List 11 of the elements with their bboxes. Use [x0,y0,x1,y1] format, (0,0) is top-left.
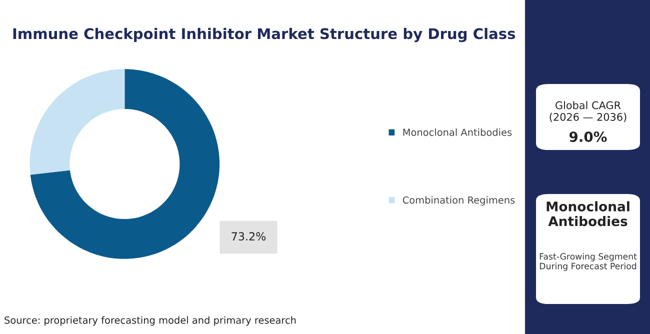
legend-label: Monoclonal Antibodies [403,128,512,136]
data-label: 73.2% [232,232,266,241]
text: Global CAGR (2026 — 2036) [550,101,626,122]
donut-slice [30,69,125,175]
donut-slice [30,69,220,259]
text: Monoclonal Antibodies [546,201,630,226]
chart-title: Immune Checkpoint Inhibitor Market Structure by Drug Class [13,28,516,42]
text: Fast-Growing Segment During Forecast Period [540,253,637,271]
legend-label: Combination Regimens [402,196,515,206]
source-note: Source: proprietary forecasting model and primary research [4,316,296,326]
text: 9.0% [569,132,607,142]
